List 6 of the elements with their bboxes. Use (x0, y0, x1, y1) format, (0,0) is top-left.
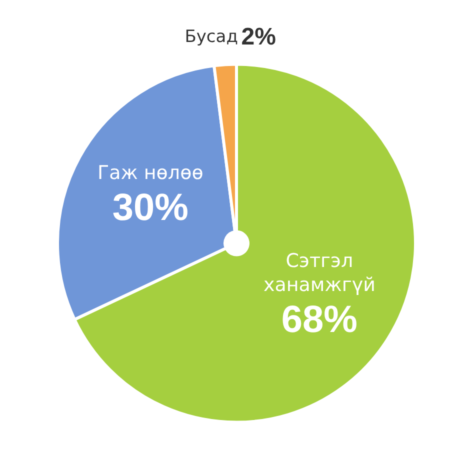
slice-label: Бусад (184, 27, 238, 48)
slice-label: Сэтгэл ханамжгүй (263, 250, 376, 296)
slice-label: Гаж нөлөө (97, 162, 204, 184)
data-label: 2% (241, 24, 276, 51)
data-label: 68% (281, 298, 358, 341)
data-label: 30% (112, 186, 188, 229)
